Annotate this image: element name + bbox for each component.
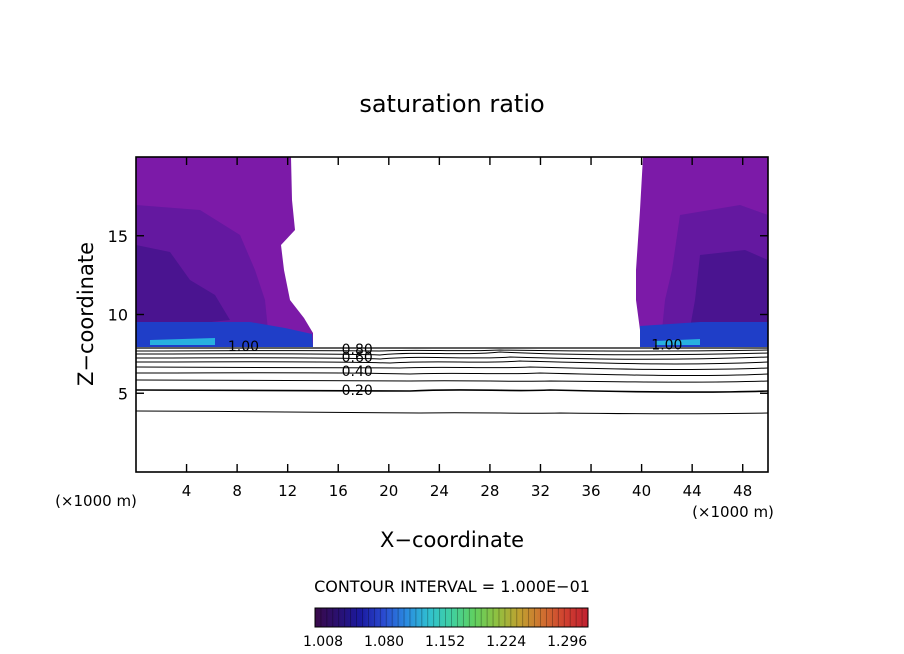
contour-line-0-50 xyxy=(136,366,768,371)
y-tick-label: 5 xyxy=(118,384,128,403)
x-tick-label: 4 xyxy=(182,482,192,500)
contour-line-0-20 xyxy=(136,389,768,393)
colorbar-tick-label: 1.080 xyxy=(364,634,404,650)
contour-label: 0.80 xyxy=(342,342,373,358)
colorbar-stripes xyxy=(320,608,583,627)
contour-label-group: 1.00 0.800.600.40 0.20 1.00 xyxy=(228,337,683,399)
x-tick-label: 28 xyxy=(480,482,499,500)
x-tick-label: 24 xyxy=(430,482,449,500)
x-tick-label: 40 xyxy=(632,482,651,500)
left-cloud-core xyxy=(136,245,230,330)
x-tick-label: 12 xyxy=(278,482,297,500)
right-cloud-base-bright xyxy=(655,339,700,345)
contour-line-0-10 xyxy=(136,410,768,415)
y-tick-label: 15 xyxy=(108,227,128,246)
contour-line-0-80 xyxy=(136,351,768,356)
x-axis-ticks: 4 8 12 16 20 24 28 32 36 40 44 48 xyxy=(182,157,752,500)
y-axis-ticks: 5 10 15 xyxy=(108,227,768,403)
contour-label: 1.00 xyxy=(651,337,682,353)
colorbar-tick-label: 1.008 xyxy=(303,634,343,650)
x-unit-label-right: (×1000 m) xyxy=(692,503,774,521)
x-tick-label: 16 xyxy=(329,482,348,500)
filled-regions xyxy=(136,157,768,347)
x-unit-label-left: (×1000 m) xyxy=(55,492,137,510)
contour-lines xyxy=(136,347,768,415)
left-cloud-base-bright xyxy=(150,338,215,345)
x-axis-label: X−coordinate xyxy=(380,528,524,552)
colorbar: 1.008 1.080 1.152 1.224 1.296 xyxy=(303,607,589,650)
colorbar-tick-label: 1.296 xyxy=(547,634,587,650)
y-tick-label: 10 xyxy=(108,306,128,325)
contour-label: 0.20 xyxy=(342,383,373,399)
x-tick-label: 32 xyxy=(531,482,550,500)
contour-line-0-70 xyxy=(136,356,768,360)
contour-line-0-60 xyxy=(136,360,768,365)
x-tick-label: 48 xyxy=(733,482,752,500)
contour-line-0-30 xyxy=(136,379,768,383)
contour-line-0-40 xyxy=(136,372,768,377)
colorbar-tick-label: 1.152 xyxy=(425,634,465,650)
x-tick-label: 20 xyxy=(379,482,398,500)
x-tick-label: 44 xyxy=(683,482,702,500)
chart-title: saturation ratio xyxy=(359,90,544,118)
y-axis-label: Z−coordinate xyxy=(74,242,98,386)
contour-label: 0.60 xyxy=(342,350,373,366)
right-cloud-core xyxy=(690,250,768,330)
contour-label: 0.40 xyxy=(342,364,373,380)
contour-label: 1.00 xyxy=(228,339,259,355)
colorbar-tick-labels: 1.008 1.080 1.152 1.224 1.296 xyxy=(303,634,587,650)
colorbar-frame xyxy=(314,607,589,628)
contour-interval-text: CONTOUR INTERVAL = 1.000E−01 xyxy=(314,577,590,596)
x-tick-label: 36 xyxy=(581,482,600,500)
colorbar-fill xyxy=(315,608,588,627)
contour-line-0-90 xyxy=(136,349,768,352)
plot-area: 1.00 0.800.600.400.201.00 4 8 12 16 20 24 28 32 3… xyxy=(108,156,769,500)
colorbar-tick-label: 1.224 xyxy=(486,634,526,650)
x-tick-label: 8 xyxy=(232,482,242,500)
